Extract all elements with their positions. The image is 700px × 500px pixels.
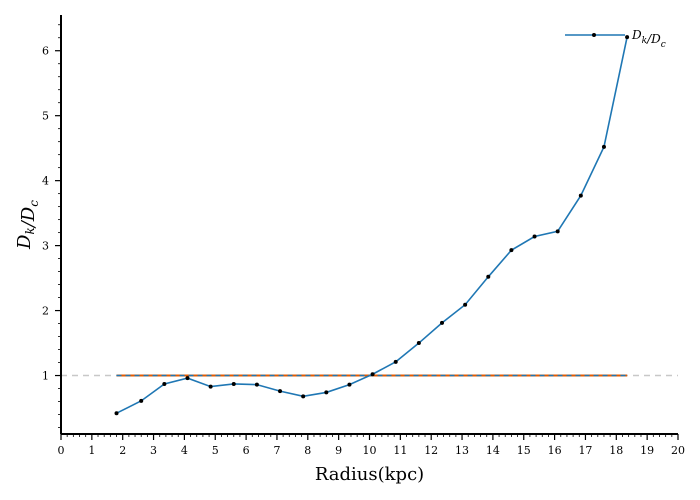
x-tick-label: 17 [578,444,592,457]
x-tick-label: 12 [424,444,438,457]
x-tick-label: 1 [88,444,95,457]
data-point [393,359,398,364]
y-tick-label: 3 [42,240,49,253]
data-point [139,398,144,403]
data-point [324,390,329,395]
legend-label: Dk/Dc [631,28,666,50]
x-tick-label: 9 [335,444,342,457]
series-lines [116,36,628,414]
data-point [301,394,306,399]
data-point [463,302,468,307]
data-point [578,193,583,198]
legend-marker [592,33,596,37]
x-tick-label: 6 [243,444,250,457]
x-axis-ticks: 0 1 2 3 4 5 6 7 8 9 10 11 12 13 14 15 16 17 18 19 20 [58,434,685,457]
data-point [185,376,190,381]
x-tick-label: 19 [640,444,654,457]
x-tick-label: 4 [181,444,188,457]
data-point [601,144,606,149]
x-axis-label: Radius(kpc) [315,464,424,485]
data-point [278,389,283,394]
data-point [370,372,375,377]
x-tick-label: 13 [455,444,469,457]
legend: Dk/Dc [565,28,666,50]
y-axis-ticks: 1 2 3 4 5 6 [42,24,61,428]
data-point [439,320,444,325]
x-tick-label: 18 [609,444,623,457]
y-tick-label: 1 [42,370,49,383]
x-tick-label: 11 [393,444,407,457]
x-tick-label: 15 [517,444,531,457]
data-point [509,248,514,253]
x-tick-label: 20 [671,444,685,457]
data-point [416,341,421,346]
data-point [254,382,259,387]
data-point [347,382,352,387]
y-tick-label: 5 [42,110,49,123]
x-tick-label: 0 [58,444,65,457]
data-point [532,234,537,239]
axes [60,15,678,435]
data-point [555,229,560,234]
data-point [162,381,167,386]
x-tick-label: 7 [273,444,280,457]
x-tick-label: 2 [119,444,126,457]
data-point [114,411,119,416]
x-tick-label: 3 [150,444,157,457]
y-tick-label: 2 [42,305,49,318]
data-markers [114,35,630,416]
y-axis-label: Dk/Dc [14,200,41,250]
data-point [231,381,236,386]
series-line-1 [116,36,628,414]
x-tick-label: 16 [548,444,562,457]
x-tick-label: 14 [486,444,500,457]
data-point [625,35,630,40]
data-point [486,274,491,279]
x-tick-label: 8 [304,444,311,457]
y-tick-label: 4 [42,175,49,188]
x-tick-label: 10 [363,444,377,457]
data-point [208,384,213,389]
x-tick-label: 5 [212,444,219,457]
y-tick-label: 6 [42,45,49,58]
